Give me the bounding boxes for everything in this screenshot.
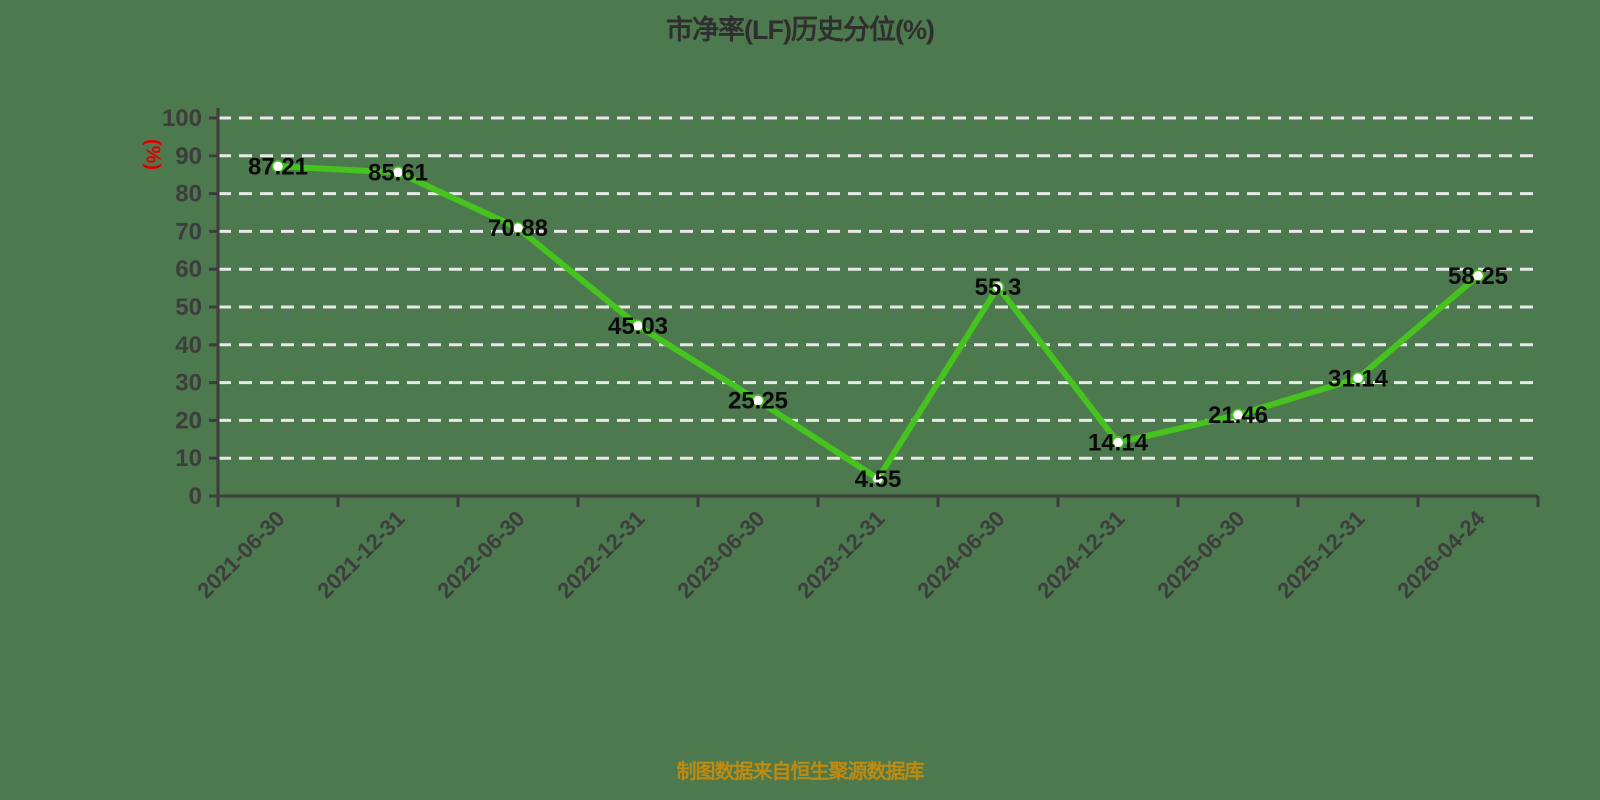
data-point-label: 87.21: [248, 153, 308, 180]
y-tick-label: 0: [189, 483, 202, 510]
series-line: [275, 163, 1481, 482]
y-tick-label: 40: [175, 332, 202, 359]
data-point-marker: [391, 166, 405, 179]
data-point-marker: [1351, 372, 1365, 385]
data-label-layer: 87.21 85.61 70.88 45.03 25.25 4.55 55.3 14.14 21…: [248, 153, 1508, 492]
x-tick-label: 2022-06-30: [432, 506, 529, 603]
data-point-label: 85.61: [368, 159, 428, 186]
data-point-label: 21.46: [1208, 402, 1268, 429]
data-point-label: 14.14: [1088, 430, 1149, 457]
x-tick-label: 2026-04-24: [1392, 505, 1490, 603]
data-point-label: 58.25: [1448, 263, 1508, 290]
y-tick-label: 60: [175, 256, 202, 283]
x-tick-label: 2021-06-30: [192, 506, 289, 603]
x-tick-label: 2024-12-31: [1032, 506, 1129, 603]
y-tick-label: 20: [175, 407, 202, 434]
data-point-label: 25.25: [728, 388, 788, 415]
data-point-marker: [1231, 408, 1245, 422]
data-point-label: 4.55: [855, 466, 902, 493]
chart-title: 市净率(LF)历史分位(%): [666, 15, 935, 45]
x-tick-label: 2025-06-30: [1152, 506, 1249, 603]
y-tick-label: 30: [175, 370, 202, 397]
x-tick-label: 2025-12-31: [1272, 506, 1369, 603]
data-point-marker: [871, 472, 885, 486]
series-layer: [271, 160, 1485, 486]
data-point-label: 45.03: [608, 313, 668, 340]
data-point-label: 31.14: [1328, 365, 1389, 392]
y-tick-label: 100: [162, 105, 202, 132]
y-tick-label: 80: [175, 181, 202, 208]
x-tick-label: 2021-12-31: [312, 506, 409, 603]
y-tick-label: 90: [175, 143, 202, 170]
data-point-marker: [751, 394, 765, 407]
data-point-marker: [511, 221, 525, 235]
data-point-label: 70.88: [488, 215, 548, 242]
data-source-note: 制图数据来自恒生聚源数据库: [676, 761, 925, 783]
x-tick-label: 2023-06-30: [672, 506, 769, 603]
x-tick-label: 2024-06-30: [912, 506, 1009, 603]
data-point-marker: [1471, 269, 1485, 283]
y-tick-label: 10: [175, 445, 202, 472]
x-tick-label: 2023-12-31: [792, 506, 889, 603]
data-point-marker: [1111, 436, 1125, 449]
y-tick-label: 50: [175, 294, 202, 321]
data-point-marker: [631, 319, 645, 333]
data-point-label: 55.3: [975, 274, 1022, 301]
y-tick-label: 70: [175, 218, 202, 245]
x-tick-label: 2022-12-31: [552, 506, 649, 603]
data-point-marker: [271, 160, 285, 173]
data-point-marker: [991, 280, 1005, 294]
